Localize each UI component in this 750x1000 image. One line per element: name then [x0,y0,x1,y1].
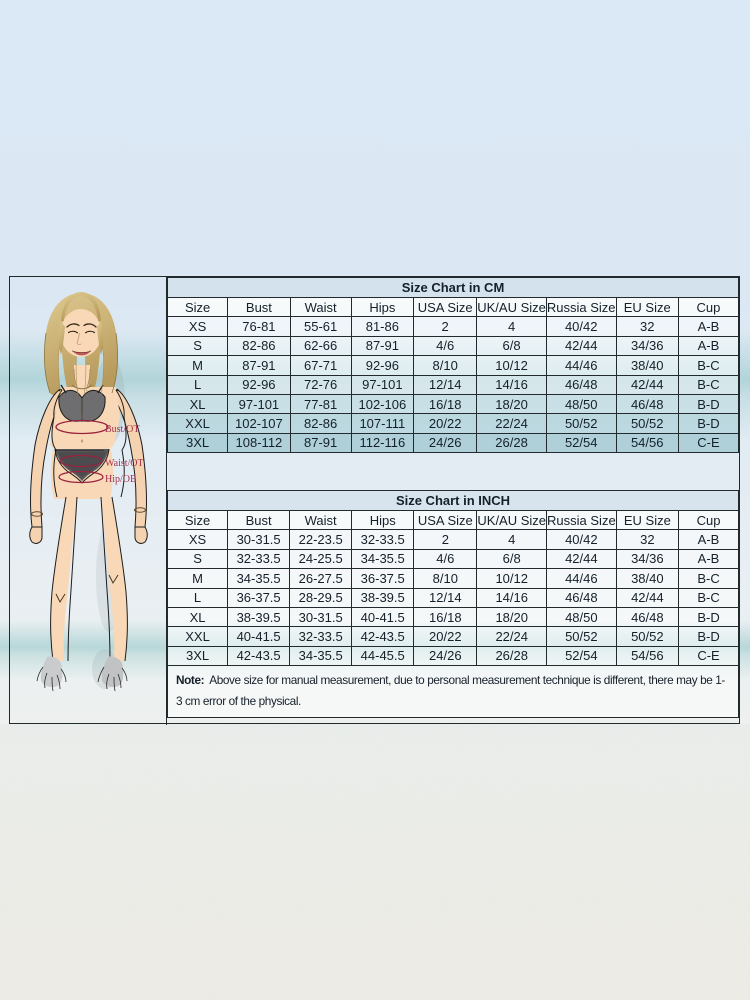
svg-text:Hip/OB: Hip/OB [105,474,137,485]
svg-text:Waist/OT: Waist/OT [105,458,144,469]
svg-text:Bust/OT: Bust/OT [105,424,139,435]
